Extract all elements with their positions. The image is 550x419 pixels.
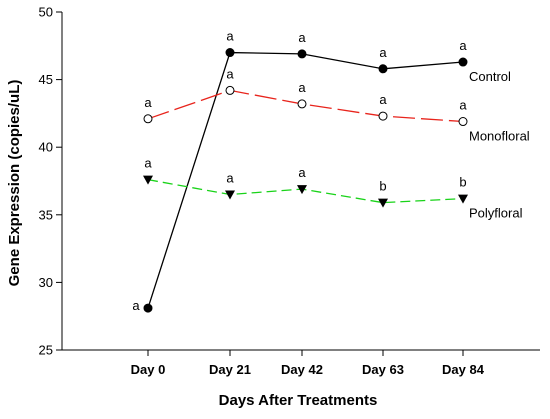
data-point [458,194,468,204]
significance-label: a [379,45,387,60]
x-tick-label: Day 21 [209,362,251,377]
y-tick-label: 30 [39,275,53,290]
data-point [143,303,153,313]
data-point [225,190,235,200]
significance-label: b [459,175,466,190]
significance-label: a [226,66,234,81]
axes [61,12,540,351]
significance-label: a [226,171,234,186]
significance-label: a [459,38,467,53]
significance-label: a [144,95,152,110]
data-point [458,117,468,127]
x-tick-label: Day 42 [281,362,323,377]
data-point [297,185,307,195]
series-label: Monofloral [469,129,530,144]
data-point [225,48,235,58]
data-point [225,85,235,95]
data-point [297,99,307,109]
series-line [147,179,464,204]
series-polyfloral: a a a b b Polyfloral [143,156,523,221]
y-tick-label: 25 [39,343,53,358]
ticks: 25 30 35 40 45 50 Day 0 Day 21 Day 42 Day 63 Day 8… [39,5,485,378]
data-point [143,114,153,124]
data-point [297,49,307,59]
y-tick-label: 45 [39,72,53,87]
significance-label: a [298,165,306,180]
y-axis-title: Gene Expression (copies/uL) [6,80,23,287]
significance-label: b [379,179,386,194]
data-point [458,57,468,67]
significance-label: a [132,298,140,313]
x-tick-label: Day 0 [131,362,166,377]
significance-label: a [459,98,467,113]
series-monofloral: a a a a a Monofloral [143,66,530,144]
data-point [378,198,388,208]
significance-label: a [144,156,152,171]
data-point [378,64,388,74]
data-point [143,175,153,185]
significance-label: a [298,30,306,45]
significance-label: a [226,29,234,44]
significance-label: a [298,80,306,95]
significance-label: a [379,92,387,107]
x-tick-label: Day 84 [442,362,485,377]
x-axis-title: Days After Treatments [219,392,378,409]
series-label: Polyfloral [469,206,523,221]
series-label: Control [469,69,511,84]
x-tick-label: Day 63 [362,362,404,377]
y-tick-label: 50 [39,5,53,20]
data-point [378,111,388,121]
y-tick-label: 35 [39,207,53,222]
y-tick-label: 40 [39,140,53,155]
